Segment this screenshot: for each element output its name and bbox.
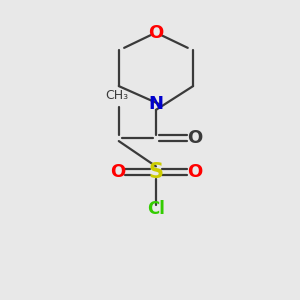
Text: O: O — [187, 163, 202, 181]
Text: O: O — [110, 163, 125, 181]
Text: O: O — [148, 24, 164, 42]
Text: N: N — [148, 95, 164, 113]
Text: S: S — [148, 162, 164, 182]
Text: CH₃: CH₃ — [106, 89, 129, 102]
Text: O: O — [187, 129, 202, 147]
Text: Cl: Cl — [147, 200, 165, 218]
